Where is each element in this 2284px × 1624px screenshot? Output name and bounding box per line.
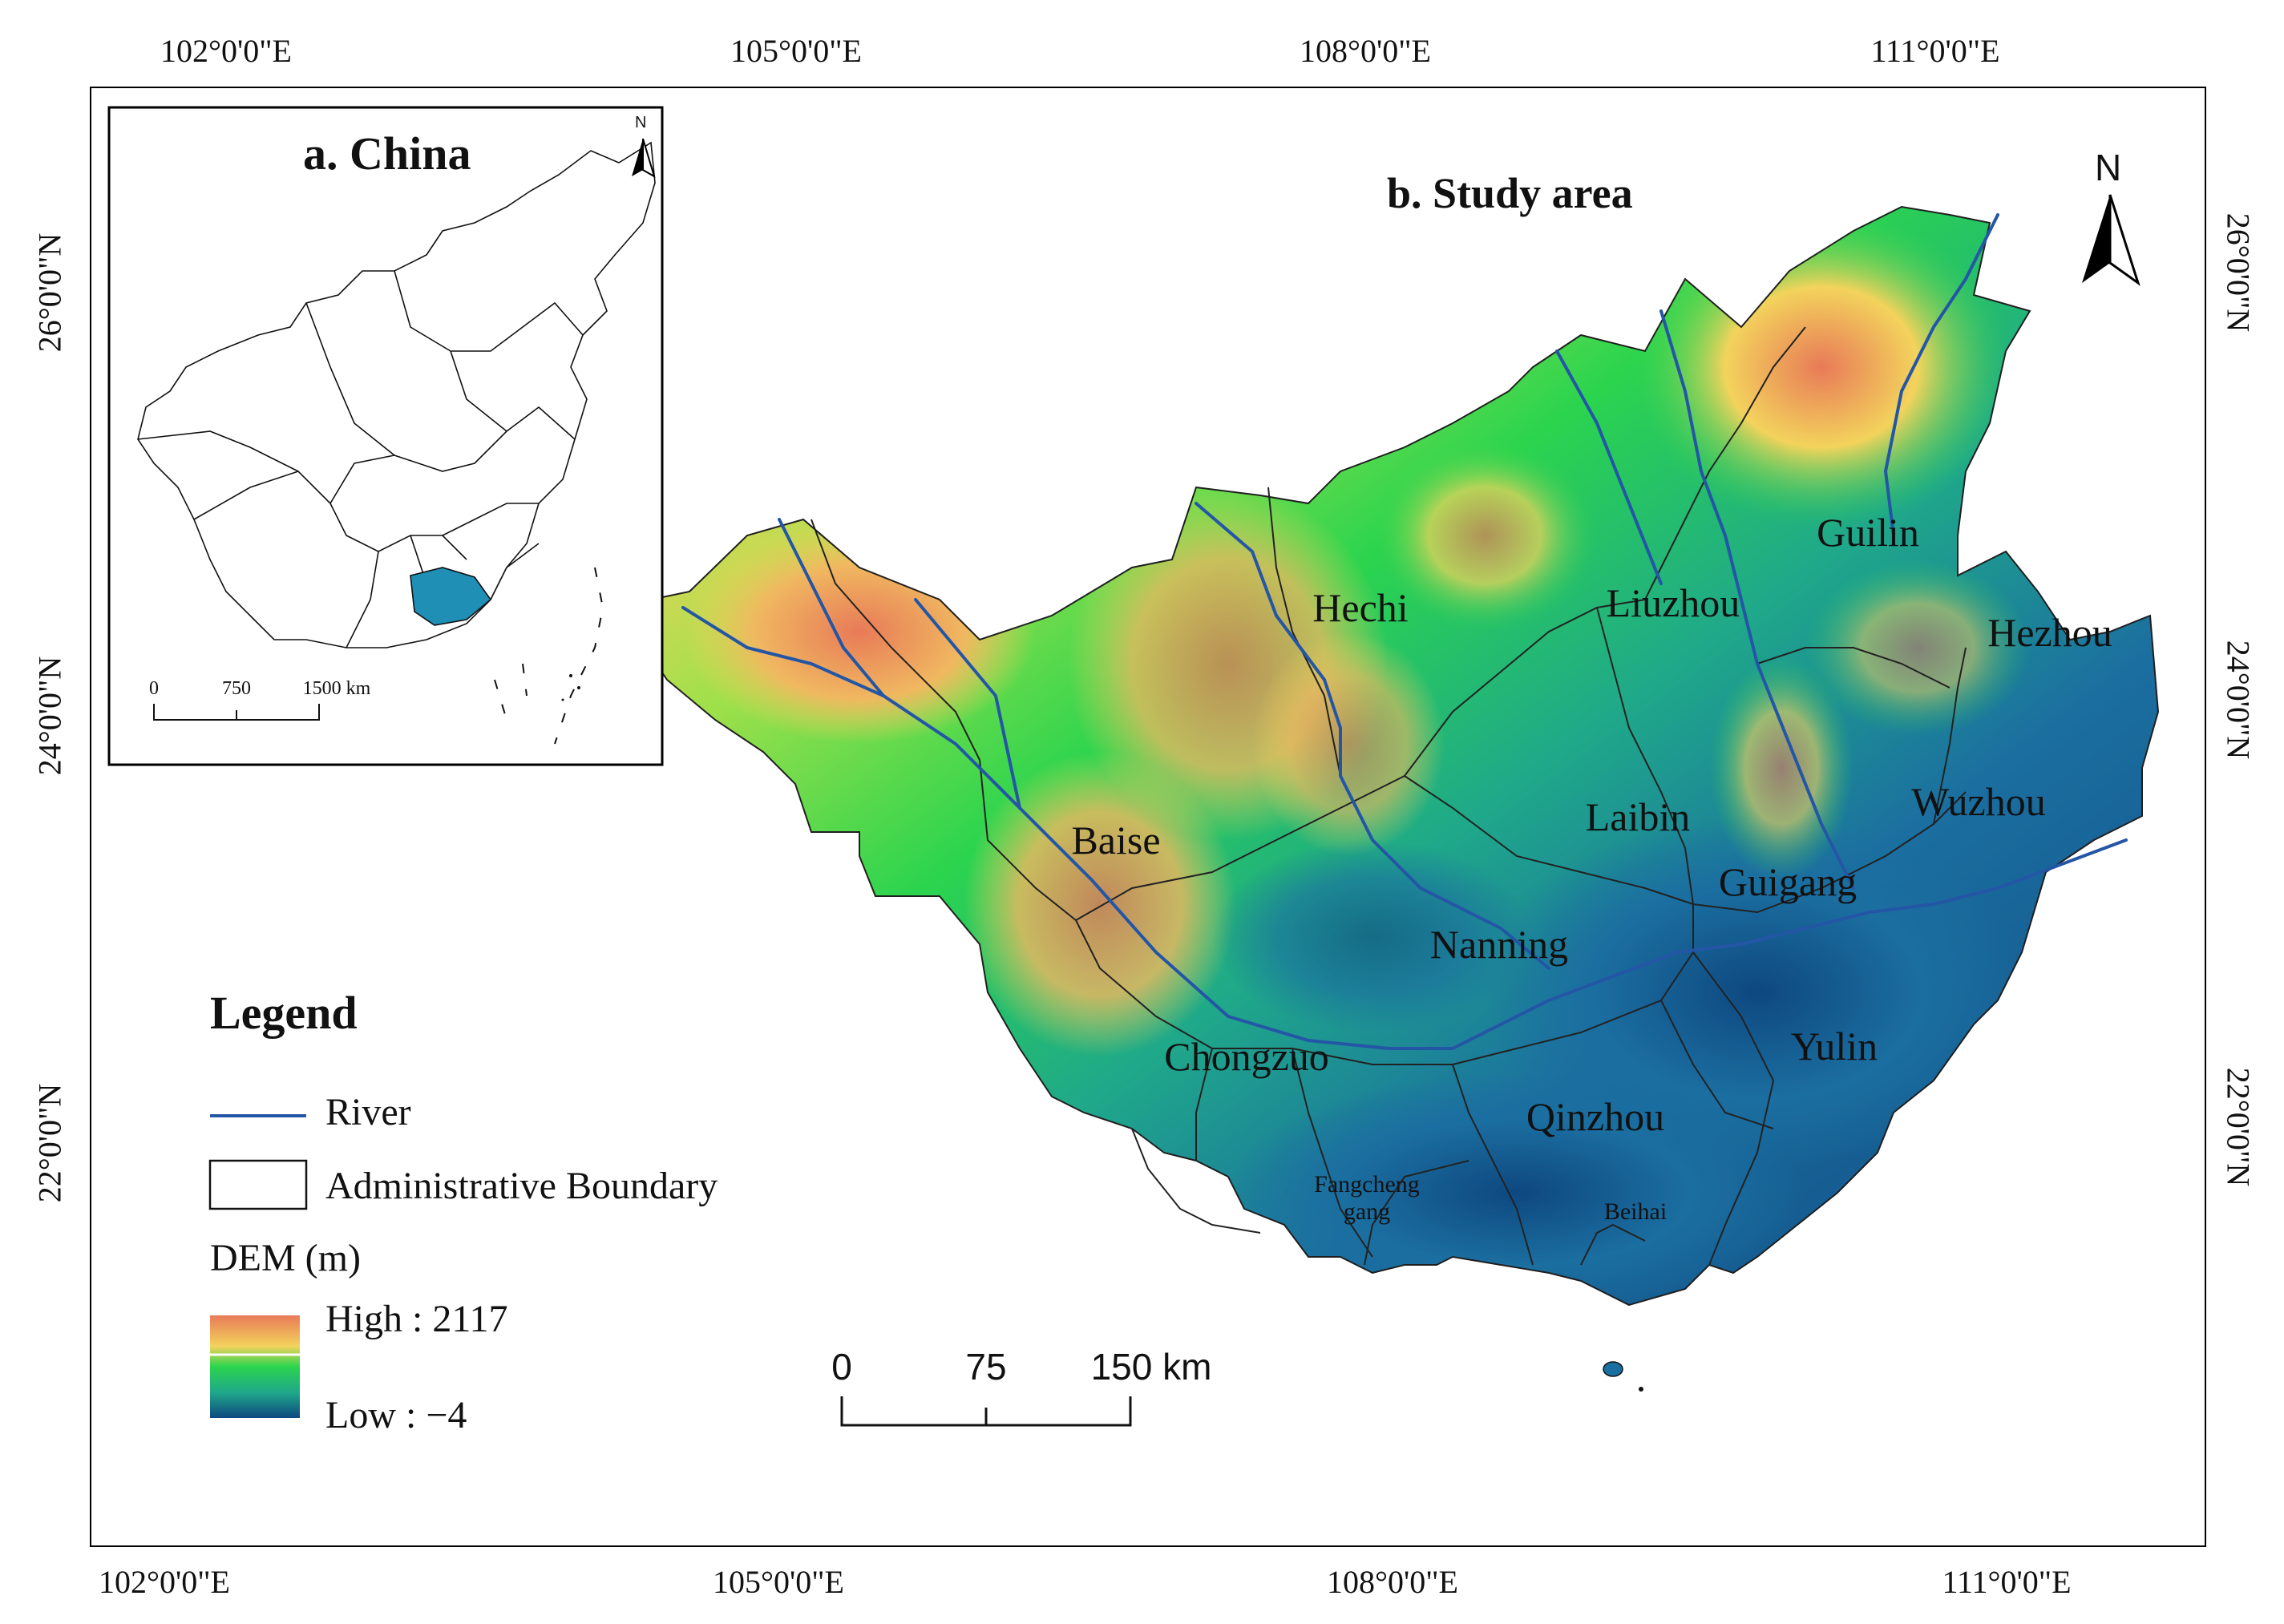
- city-chongzuo: Chongzuo: [1164, 1034, 1329, 1079]
- legend-dem-ramp: [210, 1315, 300, 1418]
- coord-left-24: 24°0'0"N: [31, 656, 68, 776]
- city-nanning: Nanning: [1429, 922, 1569, 967]
- inset-scale-1500: 1500 km: [302, 678, 371, 699]
- legend-river-label: River: [325, 1091, 411, 1133]
- city-hezhou: Hezhou: [1987, 610, 2112, 655]
- scale-label-75: 75: [965, 1346, 1007, 1388]
- scale-bar: [840, 1396, 1132, 1427]
- legend-dem-high: High : 2117: [325, 1298, 508, 1340]
- inset-north-label: N: [635, 114, 647, 131]
- coord-left-26: 26°0'0"N: [31, 232, 68, 353]
- inset-title: a. China: [303, 127, 471, 180]
- coord-top-111: 111°0'0"E: [1870, 33, 2000, 69]
- inset-scale-0: 0: [149, 678, 159, 699]
- coord-bottom-111: 111°0'0"E: [1942, 1564, 2072, 1600]
- legend-dem-title: DEM (m): [210, 1237, 361, 1279]
- coord-bottom-102: 102°0'0"E: [99, 1564, 230, 1600]
- coord-right-26: 26°0'0"N: [2220, 212, 2257, 333]
- north-label: N: [2095, 147, 2122, 188]
- north-arrow-icon: [2082, 194, 2140, 286]
- coord-right-22: 22°0'0"N: [2220, 1067, 2257, 1187]
- legend-title: Legend: [210, 987, 358, 1039]
- legend-boundary-label: Administrative Boundary: [325, 1165, 718, 1207]
- coord-bottom-108: 108°0'0"E: [1327, 1564, 1458, 1600]
- scale-label-150: 150 km: [1090, 1346, 1212, 1388]
- legend-boundary-symbol: [208, 1159, 308, 1210]
- legend-dem-low: Low : −4: [325, 1394, 467, 1436]
- city-beihai: Beihai: [1603, 1198, 1668, 1225]
- study-area-map: [90, 87, 2206, 1547]
- coord-bottom-105: 105°0'0"E: [713, 1564, 844, 1600]
- legend: Legend River Administrative Boundary DEM…: [210, 986, 867, 1451]
- city-fangchenggang-line1: Fangcheng: [1314, 1171, 1420, 1198]
- city-yulin: Yulin: [1790, 1024, 1878, 1069]
- coord-right-24: 24°0'0"N: [2220, 640, 2257, 760]
- city-qinzhou: Qinzhou: [1526, 1094, 1665, 1139]
- scale-label-0: 0: [831, 1346, 852, 1388]
- city-laibin: Laibin: [1585, 794, 1691, 839]
- inset-scale-750: 750: [222, 678, 251, 699]
- coord-left-22: 22°0'0"N: [31, 1083, 68, 1203]
- coord-top-102: 102°0'0"E: [160, 33, 292, 69]
- inset-north-arrow-icon: [632, 138, 656, 179]
- coord-top-108: 108°0'0"E: [1300, 33, 1431, 69]
- city-liuzhou: Liuzhou: [1606, 580, 1740, 625]
- city-guigang: Guigang: [1718, 859, 1858, 904]
- study-area-title: b. Study area: [1387, 169, 1633, 217]
- city-wuzhou: Wuzhou: [1911, 779, 2046, 824]
- coord-top-105: 105°0'0"E: [730, 33, 862, 69]
- city-baise: Baise: [1071, 818, 1161, 862]
- city-fangchenggang: Fangcheng gang: [1314, 1171, 1420, 1226]
- inset-scale-bar: [153, 704, 320, 721]
- city-fangchenggang-line2: gang: [1343, 1198, 1391, 1225]
- city-guilin: Guilin: [1817, 510, 1919, 555]
- city-hechi: Hechi: [1312, 585, 1409, 630]
